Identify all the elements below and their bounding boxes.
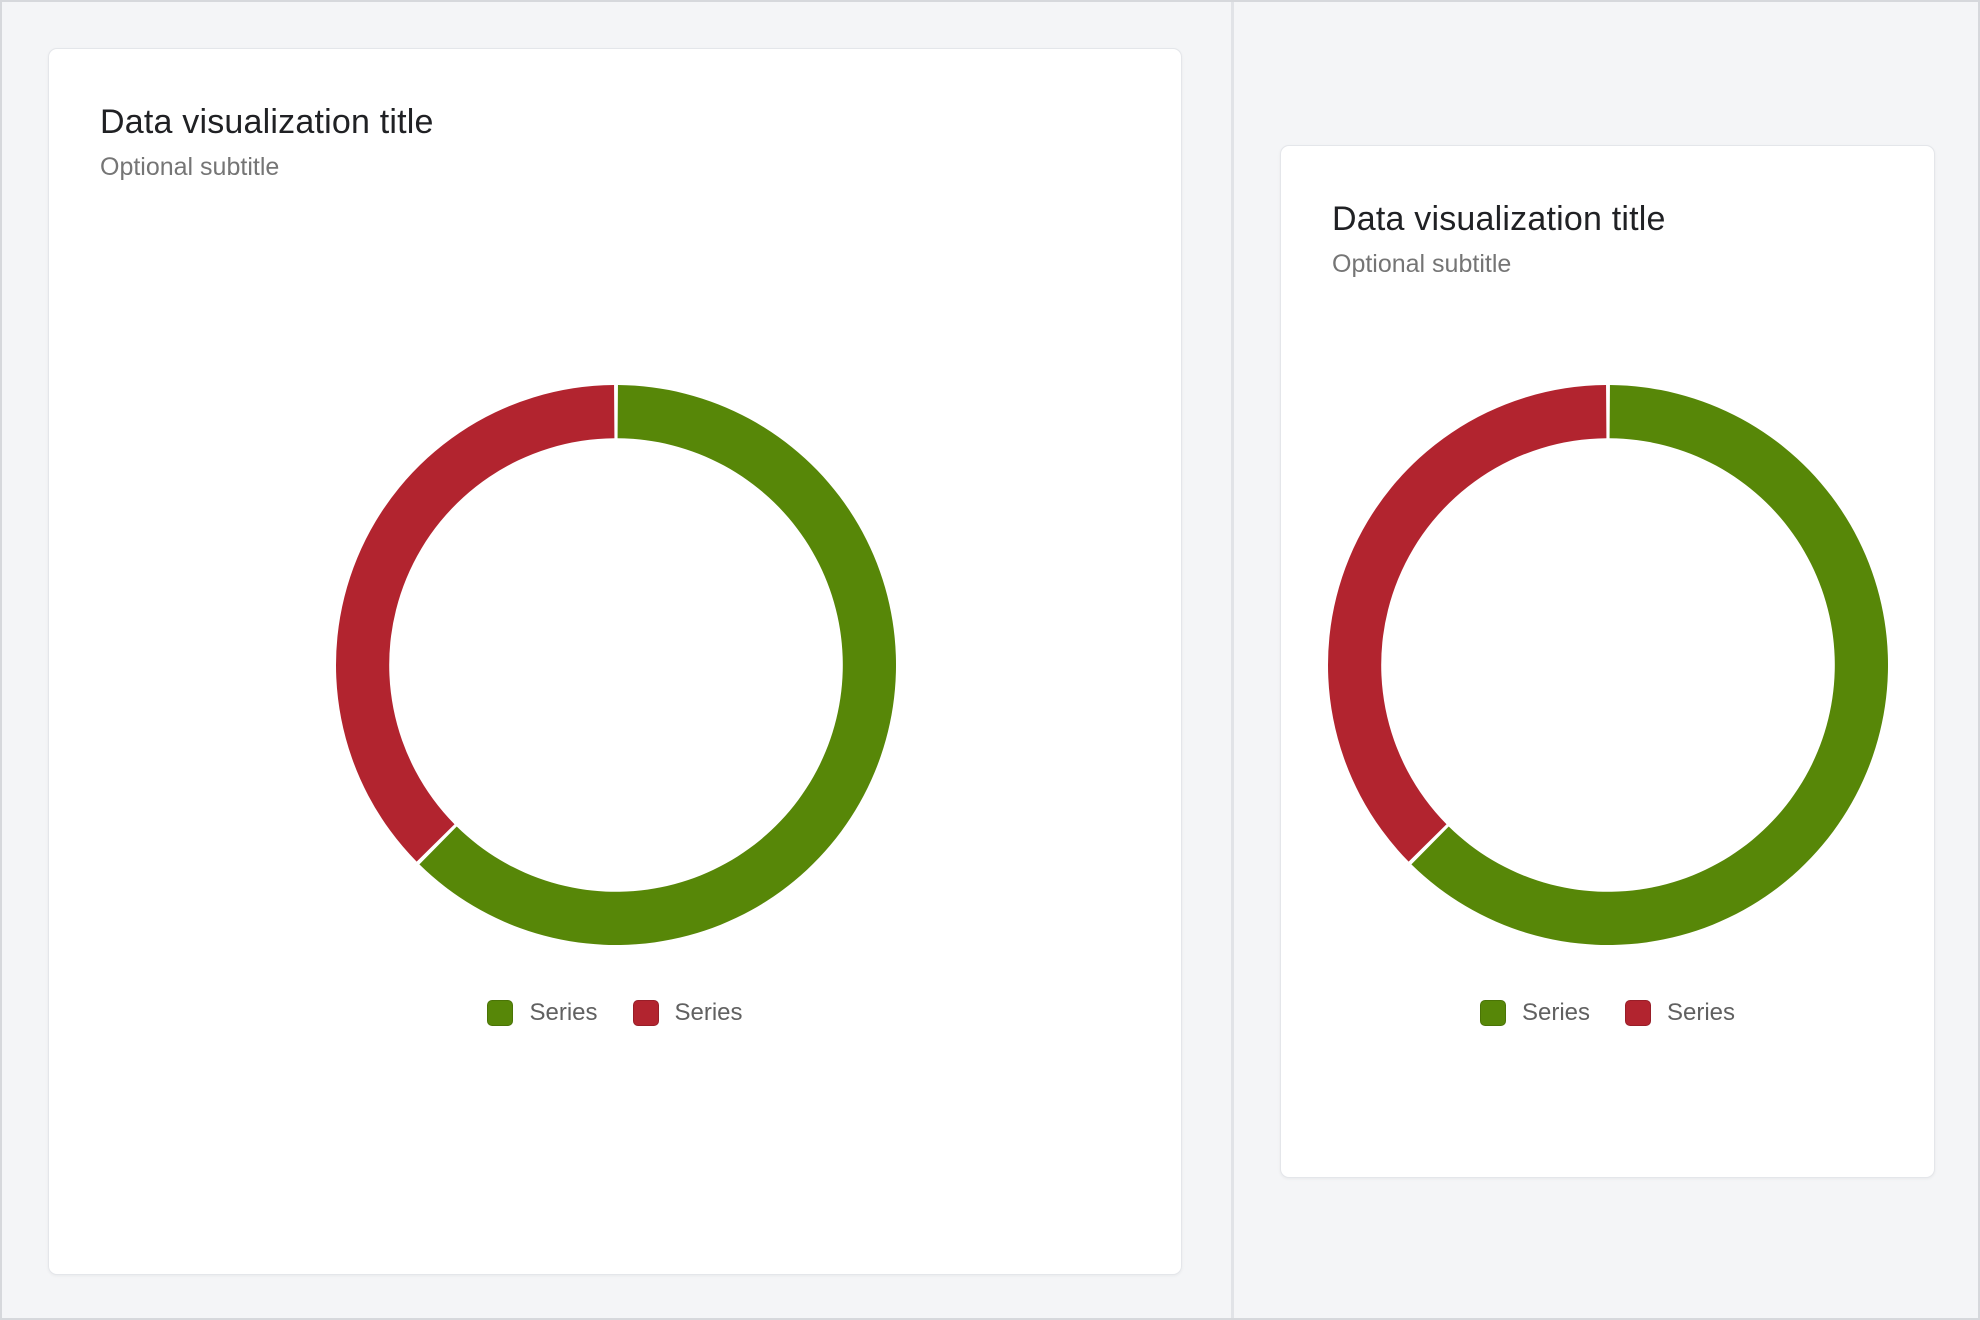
legend-item-0[interactable]: Series	[1479, 999, 1590, 1027]
legend-label: Series	[674, 999, 743, 1026]
donut-chart[interactable]	[1328, 385, 1888, 945]
chart-title: Data visualization title	[100, 103, 434, 141]
legend-label: Series	[529, 999, 598, 1026]
legend-label: Series	[1667, 999, 1736, 1026]
legend-item-1[interactable]: Series	[1625, 999, 1735, 1027]
legend-swatch-icon	[1625, 1000, 1651, 1026]
chart-title: Data visualization title	[1332, 200, 1666, 238]
donut-segment-0[interactable]	[419, 385, 896, 945]
legend-item-1[interactable]: Series	[632, 999, 743, 1027]
chart-legend: Series Series	[1281, 999, 1934, 1027]
chart-subtitle: Optional subtitle	[1332, 250, 1512, 278]
chart-card-right: Data visualization title Optional subtit…	[1280, 145, 1935, 1178]
donut-segment-0[interactable]	[1411, 385, 1888, 945]
panel-divider	[1231, 2, 1234, 1318]
donut-segment-1[interactable]	[336, 385, 615, 862]
card-header: Data visualization title Optional subtit…	[49, 49, 1181, 182]
legend-swatch-icon	[1479, 1000, 1506, 1026]
legend-swatch-icon	[632, 1000, 659, 1026]
donut-segment-1[interactable]	[1328, 385, 1607, 862]
chart-legend: Series Series	[49, 999, 1181, 1027]
legend-label: Series	[1521, 999, 1590, 1026]
legend-item-0[interactable]: Series	[487, 999, 598, 1027]
legend-swatch-icon	[487, 1000, 514, 1026]
card-header: Data visualization title Optional subtit…	[1281, 146, 1934, 279]
chart-subtitle: Optional subtitle	[100, 153, 280, 181]
chart-card-left: Data visualization title Optional subtit…	[48, 48, 1182, 1275]
donut-chart[interactable]	[336, 385, 896, 945]
